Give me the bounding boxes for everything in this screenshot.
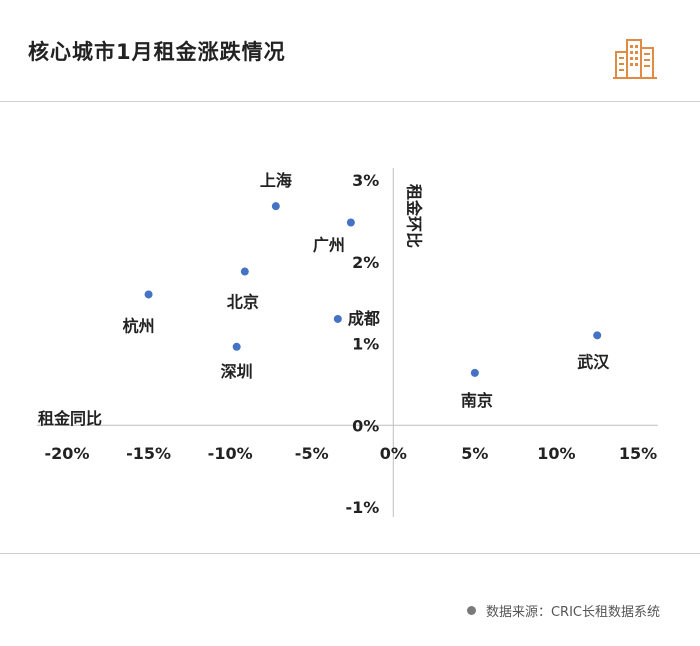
point-label: 广州: [313, 236, 345, 255]
chart-title: 核心城市1月租金涨跌情况: [28, 40, 286, 64]
point-label: 南京: [461, 391, 493, 410]
data-point: [470, 368, 479, 377]
y-tick-label: 1%: [352, 335, 379, 354]
x-tick-label: 5%: [461, 444, 488, 463]
x-axis-title: 租金同比: [38, 409, 102, 428]
point-label: 成都: [348, 309, 380, 328]
footer-divider: [0, 553, 700, 554]
data-point: [232, 342, 241, 351]
point-label: 北京: [227, 293, 259, 312]
x-tick-label: -15%: [126, 444, 171, 463]
data-point: [271, 202, 280, 211]
y-axis-title: 租金环比: [404, 184, 423, 248]
x-tick-label: -5%: [295, 444, 329, 463]
point-label: 深圳: [221, 362, 253, 381]
data-point: [240, 267, 249, 276]
source-note: 数据来源：CRIC长租数据系统: [466, 601, 660, 620]
y-tick-label: 3%: [352, 171, 379, 190]
y-tick-label: 0%: [352, 416, 379, 435]
point-label: 杭州: [123, 316, 155, 335]
source-text: 数据来源：CRIC长租数据系统: [485, 605, 660, 620]
y-tick-label: -1%: [345, 498, 379, 517]
point-label: 上海: [260, 171, 292, 190]
point-label: 武汉: [577, 352, 610, 371]
header-divider: [0, 101, 700, 102]
x-tick-label: -10%: [208, 444, 253, 463]
data-point: [346, 218, 355, 227]
city-buildings-icon: [613, 39, 657, 79]
source-bullet-icon: [466, 606, 476, 615]
x-tick-label: 0%: [380, 444, 407, 463]
x-tick-label: 10%: [537, 444, 575, 463]
data-point: [144, 290, 153, 299]
x-tick-label: 15%: [619, 444, 657, 463]
y-tick-label: 2%: [352, 253, 379, 272]
data-point: [593, 331, 602, 340]
x-tick-label: -20%: [45, 444, 90, 463]
data-point: [333, 314, 342, 323]
